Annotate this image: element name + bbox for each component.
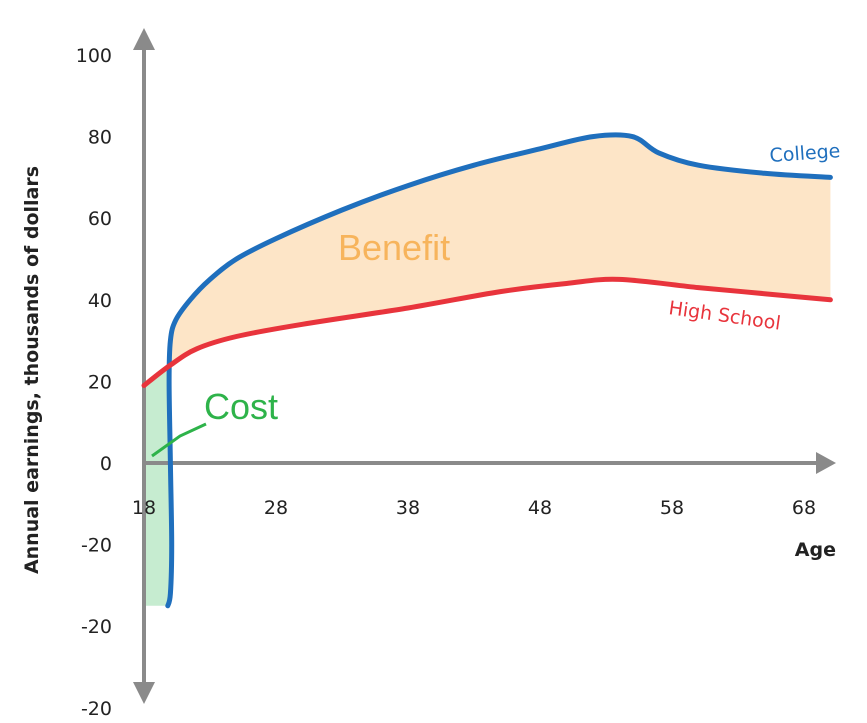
- y-tick-label: -20: [81, 616, 112, 638]
- x-tick-label: 48: [528, 497, 552, 519]
- y-tick-label: 40: [88, 290, 112, 312]
- y-tick-label: 0: [100, 453, 112, 475]
- cost-leader-line: [151, 422, 207, 458]
- y-tick-label: 60: [88, 208, 112, 230]
- y-tick-label: -20: [81, 698, 112, 720]
- y-tick-label: -20: [81, 535, 112, 557]
- cost-label: Cost: [204, 386, 278, 427]
- series-label-high-school: High School: [667, 297, 782, 334]
- x-tick-label: 58: [660, 497, 684, 519]
- series-line-college: [165, 132, 833, 609]
- y-tick-label: 80: [88, 127, 112, 149]
- y-tick-label: 20: [88, 371, 112, 393]
- y-tick-labels: 100 80 60 40 20 0 -20 -20 -20: [76, 45, 112, 720]
- x-tick-label: 38: [396, 497, 420, 519]
- x-tick-label: 68: [792, 497, 816, 519]
- y-tick-label: 100: [76, 45, 112, 67]
- x-tick-label: 18: [132, 497, 156, 519]
- benefit-area: [170, 136, 831, 366]
- series-label-college: College: [769, 140, 841, 167]
- y-axis-arrow-down: [133, 682, 155, 704]
- benefit-label: Benefit: [338, 227, 450, 268]
- x-axis-title: Age: [795, 539, 836, 561]
- y-axis-arrow-up: [133, 28, 155, 50]
- x-tick-labels: 18 28 38 48 58 68: [132, 497, 816, 519]
- series-line-high-school: [141, 276, 833, 388]
- x-tick-label: 28: [264, 497, 288, 519]
- y-axis-title: Annual earnings, thousands of dollars: [21, 166, 43, 574]
- cost-area: [144, 365, 172, 606]
- x-axis-arrow: [816, 452, 836, 474]
